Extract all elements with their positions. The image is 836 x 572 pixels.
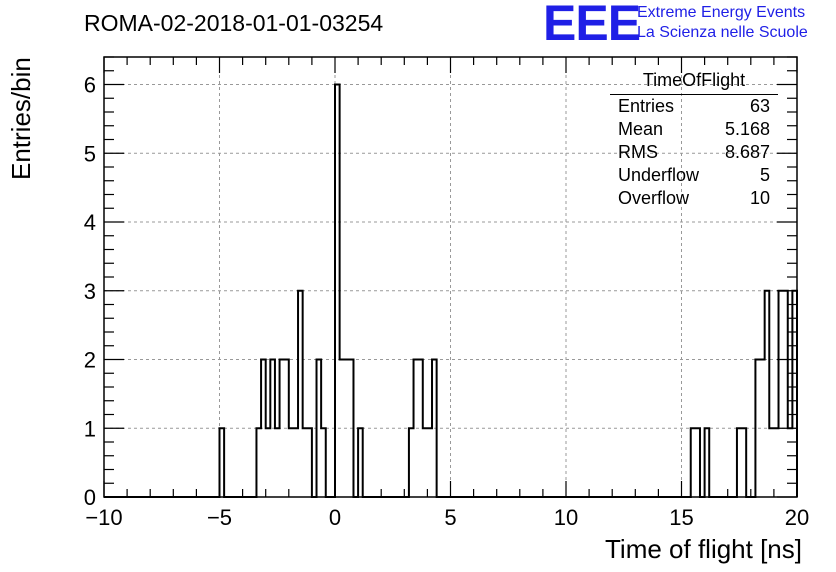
y-tick-label: 0 bbox=[84, 485, 96, 510]
histogram-bin bbox=[275, 428, 280, 497]
histogram-bin bbox=[303, 428, 308, 497]
logo-caption-line1: Extreme Energy Events bbox=[637, 4, 806, 21]
histogram-bin bbox=[423, 428, 428, 497]
stats-row-entries: Entries 63 bbox=[610, 95, 778, 118]
stats-value: 10 bbox=[749, 188, 770, 208]
stats-value: 8.687 bbox=[724, 142, 770, 162]
logo-caption: Extreme Energy Events La Scienza nelle S… bbox=[637, 3, 808, 43]
logo-caption-line2: La Scienza nelle Scuole bbox=[637, 24, 808, 41]
stats-label: Entries bbox=[618, 96, 675, 116]
stats-value: 5 bbox=[759, 165, 770, 185]
stats-value: 5.168 bbox=[724, 119, 770, 139]
ticks-layer bbox=[103, 56, 798, 498]
stats-label: Overflow bbox=[618, 188, 690, 208]
eee-logo: EEE bbox=[543, 0, 641, 51]
y-tick-label: 3 bbox=[84, 279, 96, 304]
chart-title: ROMA-02-2018-01-01-03254 bbox=[84, 10, 384, 36]
x-tick-label: −10 bbox=[85, 505, 122, 530]
tick-labels-layer: −10 −5 0 5 10 15 20 0 1 2 3 4 5 6 bbox=[84, 73, 809, 531]
stats-label: Underflow bbox=[618, 165, 700, 185]
x-axis-label: Time of flight [ns] bbox=[605, 534, 802, 564]
stats-box: TimeOfFlight Entries 63 Mean 5.168 RMS 8… bbox=[610, 68, 778, 210]
x-tick-label: −5 bbox=[207, 505, 232, 530]
stats-label: Mean bbox=[618, 119, 664, 139]
stats-row-mean: Mean 5.168 bbox=[610, 118, 778, 141]
histogram-bin bbox=[293, 428, 298, 497]
y-axis-label: Entries/bin bbox=[6, 57, 36, 180]
x-tick-label: 10 bbox=[554, 505, 578, 530]
histogram-bin bbox=[774, 428, 779, 497]
histogram-bin bbox=[427, 428, 432, 497]
histogram-bin bbox=[788, 428, 793, 497]
x-tick-label: 5 bbox=[444, 505, 456, 530]
y-tick-label: 2 bbox=[84, 348, 96, 373]
y-tick-label: 6 bbox=[84, 73, 96, 98]
histogram-bin bbox=[289, 428, 294, 497]
stats-row-rms: RMS 8.687 bbox=[610, 141, 778, 164]
stats-title: TimeOfFlight bbox=[610, 68, 778, 95]
stats-value: 63 bbox=[749, 96, 770, 116]
y-tick-label: 1 bbox=[84, 416, 96, 441]
y-tick-label: 4 bbox=[84, 210, 96, 235]
x-tick-label: 0 bbox=[329, 505, 341, 530]
histogram-bin bbox=[769, 428, 774, 497]
x-tick-label: 15 bbox=[669, 505, 693, 530]
histogram-bin bbox=[266, 428, 271, 497]
stats-row-underflow: Underflow 5 bbox=[610, 164, 778, 187]
stats-label: RMS bbox=[618, 142, 658, 162]
x-tick-label: 20 bbox=[785, 505, 809, 530]
y-tick-label: 5 bbox=[84, 141, 96, 166]
stats-row-overflow: Overflow 10 bbox=[610, 187, 778, 210]
